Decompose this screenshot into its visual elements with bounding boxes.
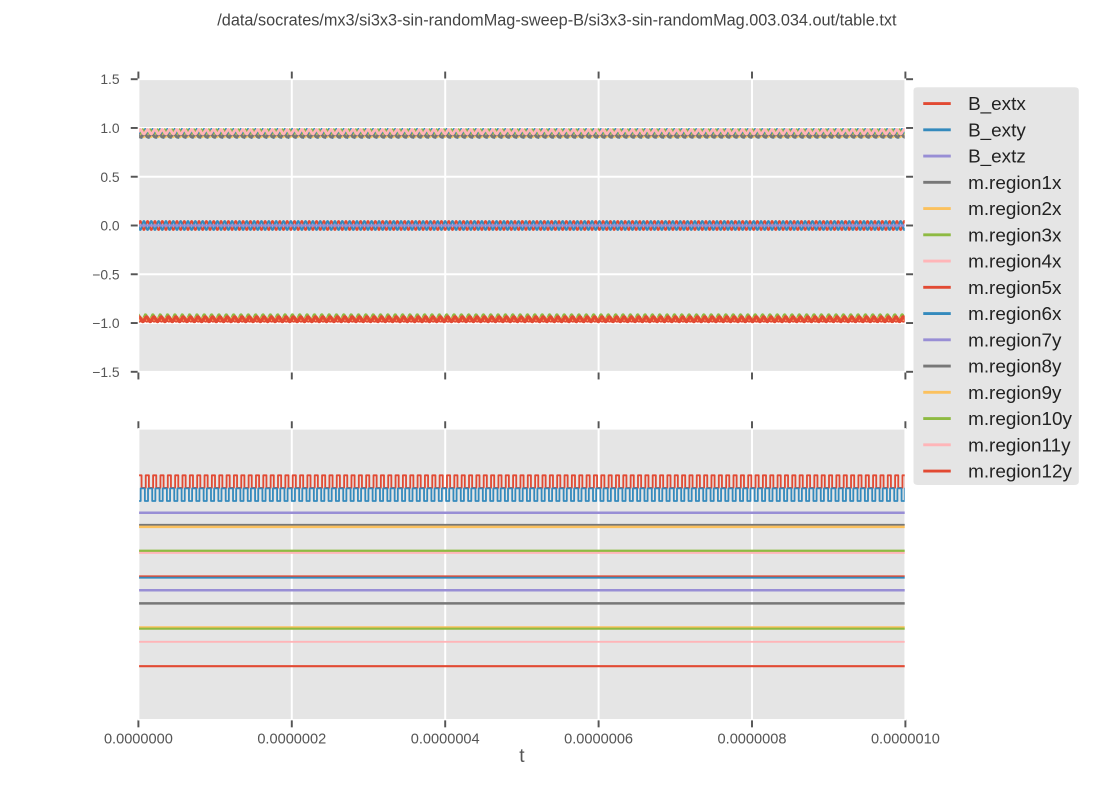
svg-text:0.0000004: 0.0000004 — [411, 731, 480, 747]
svg-text:m.region5x: m.region5x — [968, 278, 1062, 299]
svg-text:−1.5: −1.5 — [92, 364, 120, 380]
svg-text:m.region10y: m.region10y — [968, 409, 1072, 430]
svg-text:m.region6x: m.region6x — [968, 304, 1062, 325]
svg-text:1.5: 1.5 — [100, 71, 120, 87]
svg-text:m.region12y: m.region12y — [968, 462, 1072, 483]
svg-text:t: t — [519, 746, 525, 767]
svg-text:B_extz: B_extz — [968, 147, 1026, 168]
svg-text:m.region4x: m.region4x — [968, 252, 1062, 273]
svg-text:m.region1x: m.region1x — [968, 173, 1062, 194]
svg-text:1.0: 1.0 — [100, 120, 120, 136]
svg-text:m.region3x: m.region3x — [968, 225, 1062, 246]
svg-text:/data/socrates/mx3/si3x3-sin-r: /data/socrates/mx3/si3x3-sin-randomMag-s… — [217, 12, 897, 30]
svg-text:m.region9y: m.region9y — [968, 383, 1062, 404]
svg-text:−1.0: −1.0 — [92, 315, 120, 331]
svg-text:m.region8y: m.region8y — [968, 357, 1062, 378]
svg-text:0.0: 0.0 — [100, 218, 120, 234]
svg-text:m.region7y: m.region7y — [968, 330, 1062, 351]
svg-text:−0.5: −0.5 — [92, 266, 120, 282]
svg-text:0.0000010: 0.0000010 — [871, 731, 940, 747]
svg-text:B_exty: B_exty — [968, 120, 1026, 141]
svg-text:B_extx: B_extx — [968, 94, 1026, 115]
svg-text:m.region2x: m.region2x — [968, 199, 1062, 220]
svg-text:0.0000002: 0.0000002 — [257, 731, 326, 747]
svg-text:0.5: 0.5 — [100, 169, 120, 185]
svg-text:0.0000006: 0.0000006 — [564, 731, 633, 747]
svg-text:0.0000008: 0.0000008 — [718, 731, 787, 747]
svg-text:m.region11y: m.region11y — [968, 435, 1071, 456]
svg-text:0.0000000: 0.0000000 — [104, 731, 173, 747]
